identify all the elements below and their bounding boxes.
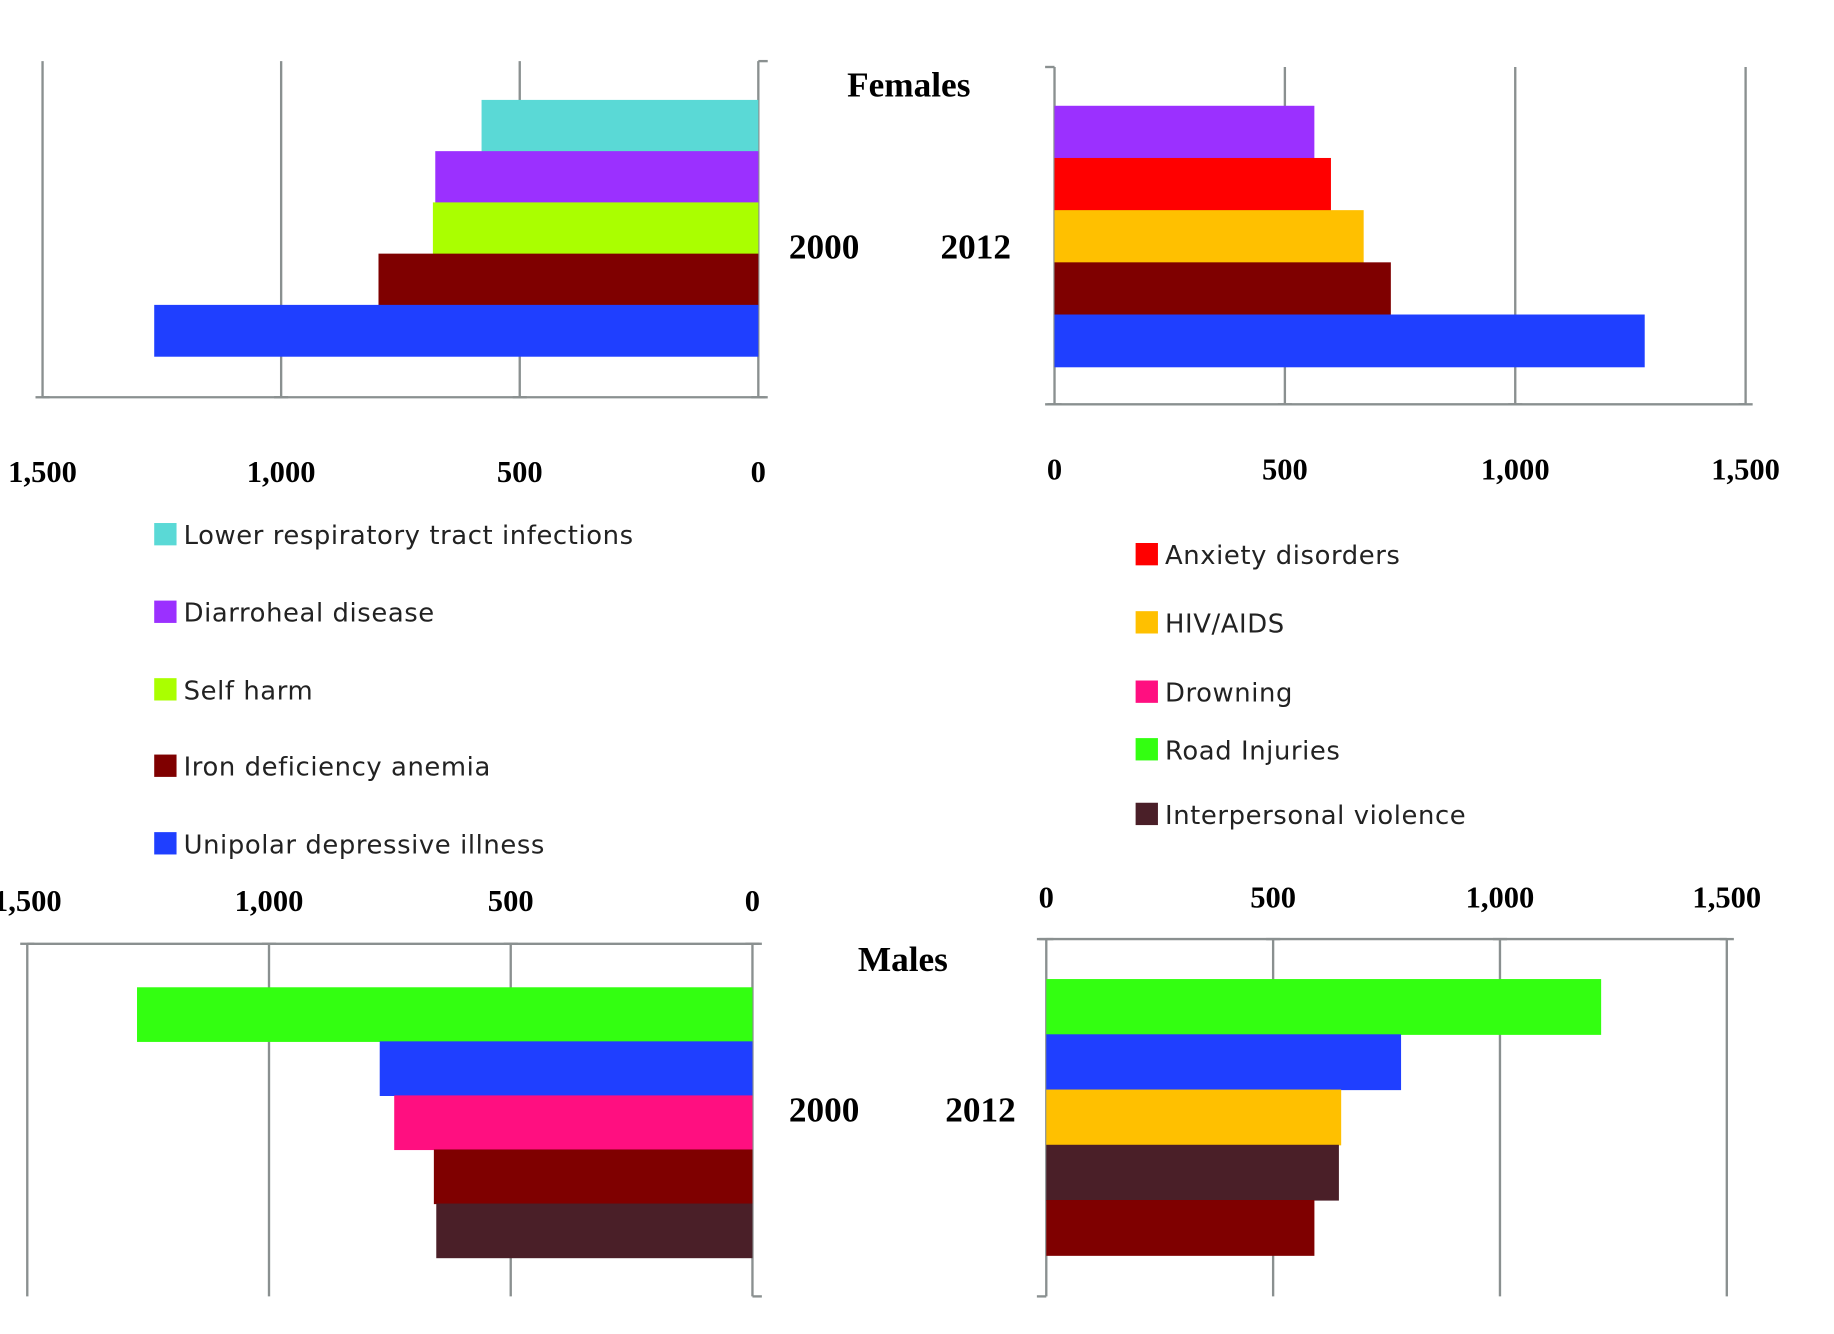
legend-label: Diarroheal disease bbox=[184, 599, 435, 629]
bar bbox=[1046, 979, 1602, 1035]
tick-label: 500 bbox=[1250, 880, 1296, 914]
bar bbox=[436, 1203, 753, 1259]
legend-swatch bbox=[154, 832, 177, 855]
bar bbox=[379, 1041, 753, 1096]
legend-swatch bbox=[1135, 611, 1158, 634]
tick-label: 0 bbox=[745, 884, 760, 918]
tick-label: 500 bbox=[1262, 453, 1308, 487]
tick-label: 1,500 bbox=[0, 884, 62, 918]
legend-swatch bbox=[1135, 680, 1158, 703]
bar bbox=[433, 1149, 753, 1205]
bar bbox=[1054, 105, 1315, 159]
tick-label: 500 bbox=[497, 455, 543, 489]
legend-label: Unipolar depressive illness bbox=[184, 830, 545, 860]
bar bbox=[394, 1095, 753, 1151]
females-title: Females bbox=[847, 65, 970, 104]
legend-swatch bbox=[154, 754, 177, 777]
legend-label: Lower respiratory tract infections bbox=[184, 521, 634, 551]
legend-label: Interpersonal violence bbox=[1165, 801, 1466, 831]
tick-label: 1,500 bbox=[1692, 880, 1761, 914]
panel-males-2012: 0 500 1,000 1,500 bbox=[1036, 880, 1761, 1298]
tick-label: 1,000 bbox=[247, 455, 316, 489]
legend-item: Road Injuries bbox=[1135, 736, 1340, 766]
bar bbox=[1054, 262, 1391, 316]
bar bbox=[1046, 1200, 1315, 1256]
legend-swatch bbox=[1135, 802, 1158, 826]
tick-label: 1,000 bbox=[1466, 880, 1535, 914]
tick-label: 1,500 bbox=[1711, 453, 1780, 487]
bar bbox=[378, 253, 759, 306]
legend-item: Unipolar depressive illness bbox=[154, 830, 545, 860]
legend-label: Iron deficiency anemia bbox=[184, 753, 491, 783]
panel-females-2012: 0 500 1,000 1,500 bbox=[1045, 65, 1780, 487]
bar bbox=[1046, 1144, 1339, 1201]
legend-item: Drowning bbox=[1135, 679, 1293, 709]
tick-label: 500 bbox=[488, 884, 534, 918]
legend-item: Iron deficiency anemia bbox=[154, 753, 491, 783]
bar bbox=[1054, 210, 1364, 263]
panel-males-2000: 1,500 1,000 500 0 bbox=[0, 884, 762, 1298]
legend-label: Road Injuries bbox=[1165, 736, 1340, 766]
tick-label: 0 bbox=[751, 455, 766, 489]
legend-swatch bbox=[1135, 738, 1158, 761]
legend-label: Anxiety disorders bbox=[1165, 541, 1400, 571]
males-title: Males bbox=[858, 940, 948, 979]
legend-item: Self harm bbox=[154, 676, 313, 706]
legend-item: Lower respiratory tract infections bbox=[154, 521, 633, 551]
legend-label: Drowning bbox=[1165, 679, 1293, 709]
legend-item: Anxiety disorders bbox=[1135, 541, 1400, 571]
female-year-2000-label: 2000 bbox=[789, 228, 860, 267]
bar bbox=[1054, 157, 1331, 211]
legend-label: HIV/AIDS bbox=[1165, 609, 1285, 639]
tick-label: 1,500 bbox=[8, 455, 77, 489]
legend-item: HIV/AIDS bbox=[1135, 609, 1285, 639]
legend-swatch bbox=[154, 678, 177, 701]
bar bbox=[1046, 1034, 1402, 1091]
legend-label: Self harm bbox=[184, 676, 314, 706]
tick-label: 1,000 bbox=[1481, 453, 1550, 487]
legend-swatch bbox=[154, 523, 177, 546]
male-year-2000-label: 2000 bbox=[789, 1090, 860, 1129]
bar bbox=[1046, 1089, 1342, 1146]
legend-item: Diarroheal disease bbox=[154, 599, 435, 629]
tick-label: 0 bbox=[1039, 880, 1054, 914]
bar bbox=[1054, 314, 1645, 368]
bar bbox=[481, 99, 759, 152]
legend-swatch bbox=[154, 600, 177, 623]
legend-swatch bbox=[1135, 543, 1158, 566]
legend-item: Interpersonal violence bbox=[1135, 801, 1466, 831]
bar bbox=[154, 304, 759, 357]
bar bbox=[435, 151, 759, 203]
bar bbox=[137, 987, 753, 1042]
male-year-2012-label: 2012 bbox=[945, 1090, 1016, 1129]
panel-females-2000: 1,500 1,000 500 0 bbox=[8, 59, 768, 489]
tick-label: 0 bbox=[1047, 453, 1062, 487]
female-year-2012-label: 2012 bbox=[941, 228, 1012, 267]
bar bbox=[432, 202, 759, 255]
tick-label: 1,000 bbox=[235, 884, 304, 918]
